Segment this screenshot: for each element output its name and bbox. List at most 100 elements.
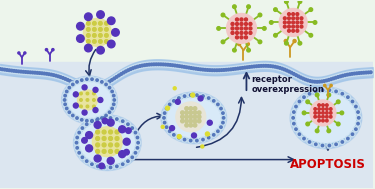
- Circle shape: [303, 137, 305, 140]
- Circle shape: [78, 90, 98, 110]
- Circle shape: [132, 67, 134, 70]
- Circle shape: [23, 69, 28, 75]
- Circle shape: [108, 87, 111, 89]
- Circle shape: [202, 95, 204, 97]
- Circle shape: [50, 73, 52, 76]
- Circle shape: [99, 40, 102, 43]
- Circle shape: [102, 143, 106, 147]
- Circle shape: [321, 78, 327, 84]
- Circle shape: [22, 70, 25, 73]
- Circle shape: [69, 80, 71, 82]
- Circle shape: [64, 106, 69, 111]
- Circle shape: [80, 105, 82, 108]
- Circle shape: [218, 69, 220, 71]
- Circle shape: [283, 68, 286, 71]
- Circle shape: [195, 67, 197, 70]
- Circle shape: [182, 94, 187, 99]
- Circle shape: [211, 132, 216, 137]
- Circle shape: [176, 64, 178, 67]
- Circle shape: [110, 77, 114, 83]
- Circle shape: [168, 62, 173, 67]
- Circle shape: [239, 67, 242, 70]
- Circle shape: [148, 63, 150, 66]
- Circle shape: [150, 63, 153, 66]
- Circle shape: [339, 75, 342, 78]
- Circle shape: [100, 81, 103, 83]
- Circle shape: [99, 85, 102, 87]
- Circle shape: [361, 70, 366, 75]
- Circle shape: [284, 21, 286, 24]
- Circle shape: [136, 140, 141, 145]
- Circle shape: [176, 99, 180, 104]
- Circle shape: [112, 94, 115, 97]
- Circle shape: [201, 94, 206, 99]
- Circle shape: [322, 108, 324, 110]
- Circle shape: [297, 75, 300, 78]
- Circle shape: [284, 25, 286, 28]
- Circle shape: [95, 117, 100, 122]
- Circle shape: [217, 103, 219, 106]
- Circle shape: [3, 68, 6, 71]
- Circle shape: [24, 71, 27, 73]
- Circle shape: [207, 97, 210, 99]
- Circle shape: [75, 145, 80, 150]
- Circle shape: [318, 81, 321, 83]
- Circle shape: [102, 81, 108, 87]
- Circle shape: [246, 43, 249, 46]
- Circle shape: [86, 105, 89, 108]
- Circle shape: [53, 73, 58, 78]
- Circle shape: [93, 40, 96, 43]
- Circle shape: [240, 18, 243, 21]
- Circle shape: [21, 69, 26, 74]
- Circle shape: [116, 73, 122, 78]
- Circle shape: [115, 76, 118, 78]
- Circle shape: [96, 136, 100, 140]
- Circle shape: [105, 22, 108, 25]
- Circle shape: [215, 129, 220, 134]
- Circle shape: [77, 130, 82, 135]
- Circle shape: [70, 79, 75, 84]
- Circle shape: [115, 149, 119, 153]
- Circle shape: [68, 111, 70, 113]
- Circle shape: [112, 98, 117, 102]
- Circle shape: [334, 142, 339, 147]
- Circle shape: [67, 85, 72, 90]
- Circle shape: [207, 120, 212, 125]
- Circle shape: [158, 62, 164, 67]
- Circle shape: [63, 99, 66, 101]
- Circle shape: [2, 67, 7, 72]
- Circle shape: [36, 72, 39, 74]
- Circle shape: [64, 94, 66, 97]
- Circle shape: [292, 17, 294, 20]
- Circle shape: [76, 147, 78, 149]
- Circle shape: [189, 123, 193, 127]
- Circle shape: [137, 64, 142, 69]
- Circle shape: [168, 130, 171, 132]
- Circle shape: [256, 64, 261, 69]
- Circle shape: [84, 85, 89, 90]
- Circle shape: [292, 21, 294, 24]
- Circle shape: [185, 115, 188, 119]
- Circle shape: [332, 77, 335, 80]
- Circle shape: [185, 123, 188, 127]
- Ellipse shape: [290, 87, 362, 149]
- Circle shape: [94, 86, 97, 89]
- Circle shape: [72, 114, 74, 117]
- Circle shape: [94, 155, 101, 162]
- Circle shape: [351, 100, 354, 103]
- Circle shape: [326, 112, 328, 114]
- Circle shape: [197, 111, 201, 115]
- Circle shape: [314, 81, 316, 83]
- Circle shape: [202, 67, 208, 72]
- Circle shape: [168, 103, 171, 106]
- Circle shape: [75, 135, 80, 140]
- Circle shape: [236, 36, 238, 39]
- Circle shape: [347, 72, 352, 77]
- Circle shape: [104, 83, 106, 85]
- Circle shape: [241, 67, 244, 69]
- Circle shape: [311, 80, 314, 83]
- Circle shape: [99, 34, 102, 37]
- Circle shape: [236, 18, 238, 21]
- Circle shape: [205, 67, 210, 73]
- Circle shape: [189, 119, 193, 123]
